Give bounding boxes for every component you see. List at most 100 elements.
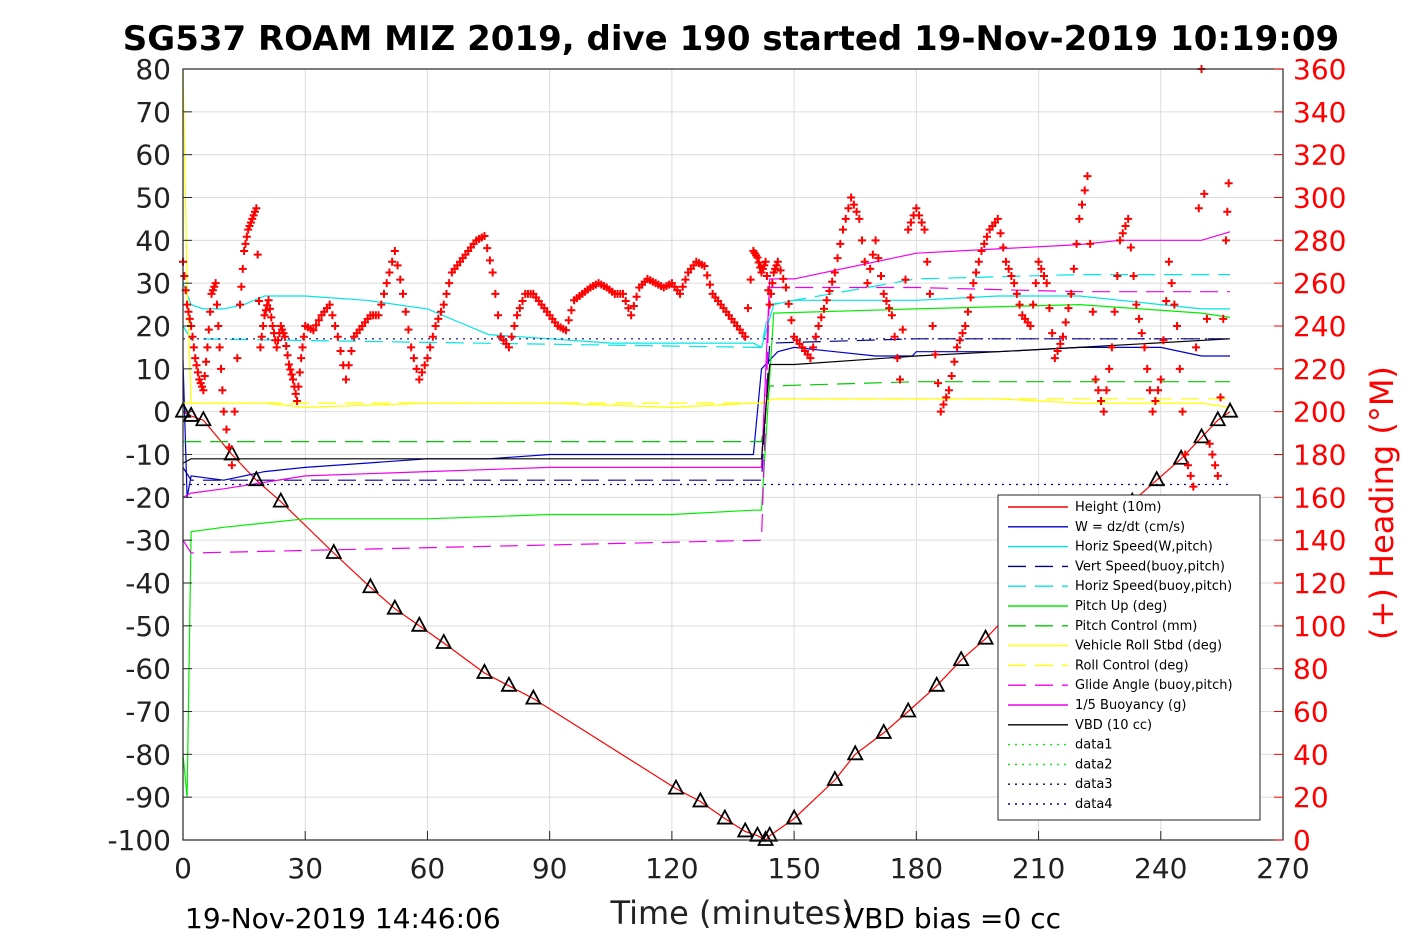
heading-point [377, 300, 386, 309]
heading-point [1221, 236, 1230, 245]
heading-point [754, 258, 763, 267]
heading-point [494, 311, 503, 320]
heading-point [1056, 339, 1065, 348]
heading-point [309, 326, 318, 335]
heading-point [1145, 386, 1154, 395]
x-tick-label: 180 [890, 852, 943, 885]
left-tick-label: -100 [107, 824, 171, 857]
heading-point [561, 326, 570, 335]
heading-point [268, 322, 277, 330]
heading-point [426, 343, 435, 352]
heading-point [1026, 322, 1035, 330]
heading-point [874, 254, 883, 263]
heading-point [1192, 343, 1201, 352]
heading-point [1004, 264, 1013, 273]
depth-marker [1209, 410, 1227, 427]
heading-point [1132, 300, 1141, 309]
heading-point [1178, 407, 1187, 416]
heading-point [241, 239, 250, 248]
heading-point [404, 325, 413, 334]
heading-point [1061, 318, 1070, 327]
left-tick-label: -20 [125, 481, 171, 514]
heading-point [255, 297, 264, 306]
heading-point [958, 329, 967, 338]
heading-point [1224, 179, 1233, 188]
heading-point [972, 268, 981, 277]
series-line-7 [182, 68, 1231, 409]
heading-point [331, 322, 340, 330]
heading-point [741, 332, 750, 341]
heading-point [347, 346, 356, 355]
heading-point [483, 244, 492, 253]
heading-point [1045, 304, 1054, 313]
depth-marker [899, 701, 917, 718]
heading-point [841, 214, 850, 223]
legend-box [997, 494, 1261, 821]
heading-point [183, 300, 192, 309]
heading-point [1183, 461, 1192, 470]
heading-point [700, 262, 709, 271]
heading-point [214, 322, 223, 330]
left-tick-label: -70 [125, 696, 171, 729]
heading-point [212, 300, 221, 309]
heading-point [904, 225, 913, 234]
legend-label: data4 [1075, 797, 1113, 812]
left-tick-label: 30 [135, 267, 171, 300]
heading-point [1075, 214, 1084, 223]
heading-point [819, 304, 828, 313]
heading-point [256, 343, 265, 352]
heading-point [184, 307, 193, 316]
heading-point [953, 343, 962, 352]
heading-point [1078, 200, 1087, 209]
heading-point [852, 207, 861, 216]
heading-point [947, 371, 956, 380]
heading-point [1029, 300, 1038, 309]
heading-point [518, 297, 527, 306]
heading-point [282, 341, 291, 350]
heading-point [1012, 289, 1021, 298]
heading-point [1216, 393, 1225, 402]
heading-point [920, 225, 929, 234]
series-line-6 [183, 381, 1230, 443]
heading-point [393, 261, 402, 270]
left-tick-label: 10 [135, 353, 171, 386]
heading-point [849, 200, 858, 209]
heading-point [765, 300, 774, 309]
heading-point [297, 354, 306, 363]
heading-point [202, 357, 211, 366]
heading-point [233, 354, 242, 363]
heading-point [298, 343, 307, 352]
legend-label: data1 [1075, 738, 1113, 753]
left-tick-label: 40 [135, 224, 171, 257]
heading-point [1151, 396, 1160, 405]
heading-point [1211, 461, 1220, 470]
right-axis: 3603403203002802602402202001801601401201… [1274, 53, 1346, 857]
heading-point [236, 300, 245, 309]
heading-point [1175, 364, 1184, 373]
heading-point [1121, 222, 1130, 231]
series-line-5 [182, 303, 1231, 798]
heading-point [1097, 396, 1106, 405]
heading-point [882, 297, 891, 306]
heading-point [974, 257, 983, 266]
heading-point [510, 322, 519, 330]
heading-point [237, 282, 246, 291]
heading-point [1140, 343, 1149, 352]
heading-point [1050, 354, 1059, 363]
depth-marker [826, 770, 844, 786]
heading-point [260, 311, 269, 320]
heading-point [1167, 279, 1176, 288]
heading-point [678, 282, 687, 291]
heading-point [828, 277, 837, 286]
heading-point [439, 300, 448, 309]
right-axis-label: (+) Heading (°M) [1363, 366, 1401, 640]
heading-point [961, 322, 970, 330]
heading-point [204, 325, 213, 334]
heading-point [314, 316, 323, 325]
heading-point [193, 368, 202, 377]
legend-label: Roll Control (deg) [1075, 658, 1189, 673]
heading-point [860, 257, 869, 266]
heading-point [431, 322, 440, 330]
heading-point [1091, 375, 1100, 384]
depth-marker [223, 444, 241, 461]
